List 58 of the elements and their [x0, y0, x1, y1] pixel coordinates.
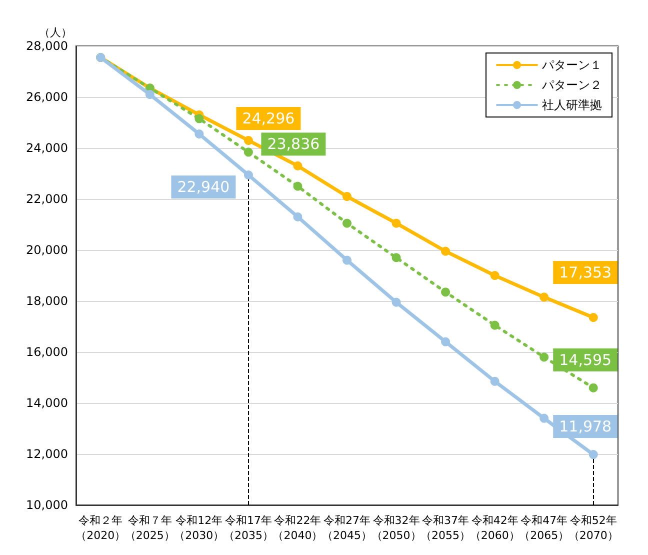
x-tick-label: 令和42年（2060）: [470, 514, 520, 542]
y-tick-label: 10,000: [26, 498, 68, 512]
point: [293, 161, 302, 170]
x-tick-label: 令和37年（2055）: [420, 514, 471, 542]
x-tick-label: 令和12年（2030）: [174, 514, 224, 542]
data-label: 23,836: [267, 135, 320, 154]
x-tick-label: 令和22年（2040）: [272, 514, 323, 542]
x-tick-label: 令和27年（2045）: [322, 514, 372, 542]
y-axis-title: （人）: [39, 26, 72, 39]
y-tick-label: 28,000: [26, 39, 68, 53]
point: [244, 148, 253, 157]
legend-label: パターン１: [541, 58, 602, 72]
point: [293, 182, 302, 191]
y-tick-label: 26,000: [26, 90, 68, 104]
point: [392, 218, 401, 228]
point: [342, 218, 352, 228]
x-tick-label: 令和47年（2065）: [519, 514, 570, 542]
point: [145, 90, 154, 99]
point: [244, 136, 253, 145]
point: [540, 352, 549, 362]
point: [244, 170, 253, 180]
point: [540, 414, 549, 423]
point: [293, 212, 302, 222]
point: [490, 376, 500, 386]
y-tick-label: 20,000: [26, 243, 68, 257]
point: [588, 450, 598, 460]
y-tick-label: 24,000: [26, 141, 68, 155]
point: [194, 129, 204, 138]
point: [588, 383, 598, 392]
legend-label: 社人研準拠: [542, 98, 602, 112]
point: [194, 114, 204, 124]
point: [441, 337, 450, 346]
point: [588, 313, 598, 322]
point: [342, 256, 352, 265]
x-tick-label: 令和17年（2035）: [223, 514, 274, 542]
point: [441, 288, 450, 297]
y-tick-label: 22,000: [26, 192, 68, 206]
point: [490, 271, 500, 280]
x-tick-label: 令和52年（2070）: [568, 514, 618, 542]
legend-label: パターン２: [541, 78, 602, 92]
x-tick-label: 令和７年（2025）: [124, 514, 175, 542]
point: [540, 292, 549, 302]
y-tick-label: 14,000: [26, 396, 68, 410]
data-label: 17,353: [559, 264, 612, 282]
point: [392, 298, 401, 307]
point: [392, 253, 401, 262]
data-label: 22,940: [177, 178, 230, 196]
x-tick-label: 令和２年（2020）: [76, 514, 126, 542]
y-tick-label: 16,000: [26, 345, 68, 359]
data-label: 24,296: [242, 109, 295, 128]
y-tick-label: 18,000: [26, 294, 68, 308]
data-label: 14,595: [559, 350, 612, 369]
point: [490, 320, 500, 330]
y-tick-label: 12,000: [26, 447, 68, 461]
point: [441, 246, 450, 256]
point: [342, 192, 352, 201]
data-label: 11,978: [559, 418, 612, 436]
x-tick-label: 令和32年（2050）: [371, 514, 422, 542]
